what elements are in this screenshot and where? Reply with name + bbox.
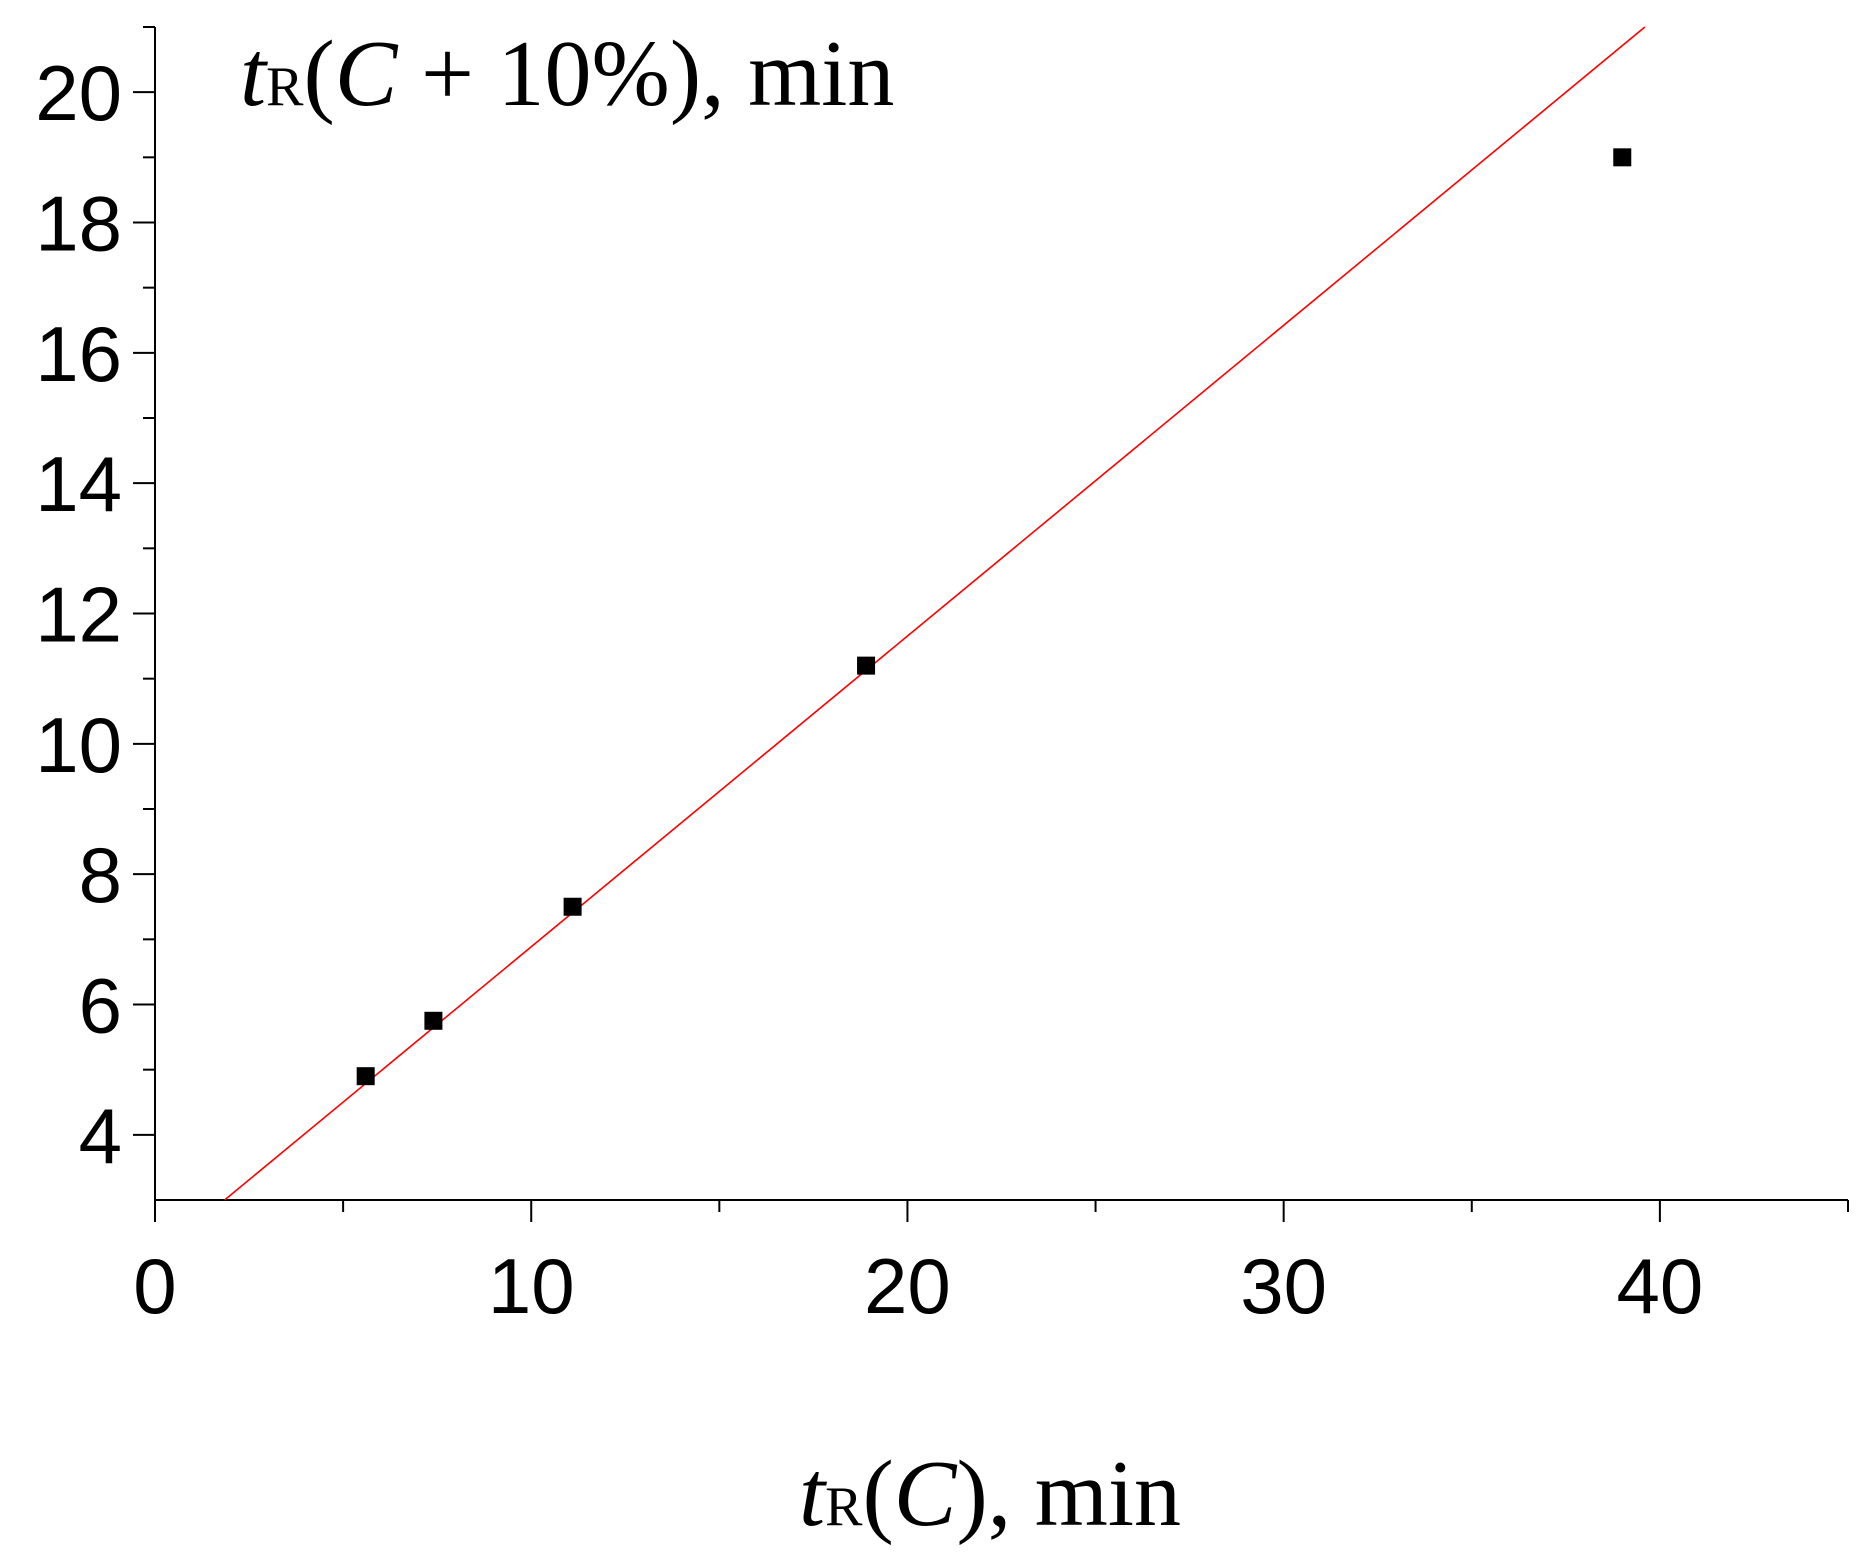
data-point (1613, 148, 1632, 167)
x-tick-label: 20 (864, 1242, 951, 1330)
y-tick-label: 16 (35, 310, 122, 398)
x-tick-label: 10 (488, 1242, 575, 1330)
y-axis-title: tR(C + 10%), min (240, 22, 894, 126)
axes (133, 26, 1849, 1222)
data-point (857, 656, 876, 675)
fit-line-group (224, 26, 1646, 1201)
tick-labels: 0 10 20 30 40 4 6 8 10 12 14 16 18 20 (35, 49, 1703, 1330)
x-tick-label: 0 (133, 1242, 176, 1330)
x-tick-label: 40 (1617, 1242, 1704, 1330)
y-tick-label: 4 (79, 1092, 122, 1180)
y-tick-label: 12 (35, 571, 122, 659)
y-tick-label: 20 (35, 49, 122, 137)
y-tick-label: 6 (79, 962, 122, 1050)
y-tick-label: 8 (79, 831, 122, 919)
y-tick-label: 18 (35, 180, 122, 268)
data-point (424, 1011, 443, 1030)
fit-line (224, 26, 1646, 1201)
data-point (563, 897, 582, 916)
x-axis-title: tR(C), min (799, 1442, 1181, 1546)
data-points (356, 148, 1632, 1086)
y-tick-label: 10 (35, 701, 122, 789)
x-tick-label: 30 (1240, 1242, 1327, 1330)
y-tick-label: 14 (35, 440, 122, 528)
data-point (356, 1067, 375, 1086)
